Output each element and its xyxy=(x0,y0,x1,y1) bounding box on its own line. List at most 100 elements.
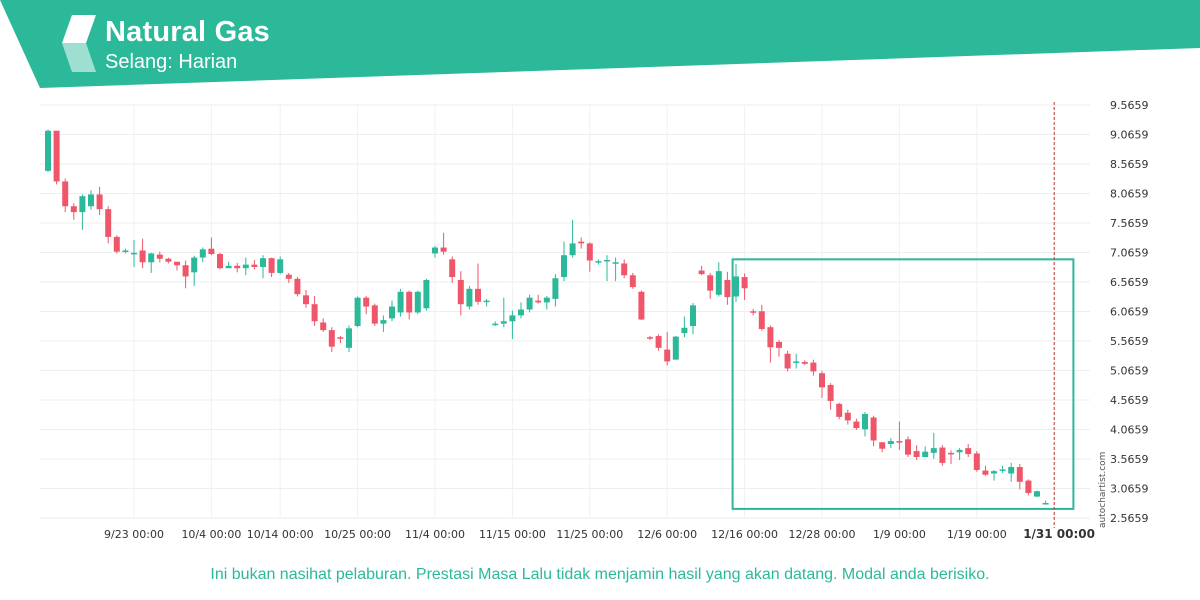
chart-grid xyxy=(40,104,1090,519)
candle-up xyxy=(612,257,619,282)
candle-body xyxy=(414,291,421,313)
y-tick-label: 9.0659 xyxy=(1110,129,1149,142)
candle-body xyxy=(578,241,585,244)
candle-body xyxy=(724,279,731,298)
candle-body xyxy=(569,243,576,256)
candle-down xyxy=(698,265,705,276)
candle-body xyxy=(148,253,155,263)
candle-body xyxy=(879,442,886,449)
candle-up xyxy=(862,412,868,437)
candle-body xyxy=(449,259,456,278)
candle-body xyxy=(483,300,490,303)
candle-body xyxy=(1034,491,1040,497)
candle-down xyxy=(750,308,757,316)
candle-body xyxy=(612,262,619,264)
candle-body xyxy=(887,441,894,445)
candle-body xyxy=(45,130,51,171)
candle-down xyxy=(758,304,765,331)
candle-down xyxy=(741,273,748,301)
candle-down xyxy=(165,257,172,264)
candle-up xyxy=(242,257,249,276)
candle-body xyxy=(217,254,223,269)
candle-body xyxy=(930,448,937,453)
candle-up xyxy=(552,274,559,307)
candle-body xyxy=(913,451,920,457)
candle-up xyxy=(543,295,550,310)
candle-body xyxy=(655,336,662,348)
candle-up xyxy=(509,310,516,339)
candle-down xyxy=(905,436,911,457)
y-tick-label: 3.0659 xyxy=(1110,483,1149,496)
candle-down xyxy=(475,263,481,305)
candle-body xyxy=(518,309,524,316)
candle-up xyxy=(148,252,155,273)
candle-up xyxy=(681,316,688,338)
candle-body xyxy=(862,413,868,430)
candle-body xyxy=(475,288,481,302)
candle-down xyxy=(629,272,636,289)
candle-up xyxy=(277,256,284,275)
candle-down xyxy=(234,262,241,273)
candle-body xyxy=(595,261,602,263)
candle-down xyxy=(1016,464,1023,490)
candle-body xyxy=(758,311,765,329)
y-tick-label: 6.0659 xyxy=(1110,306,1149,319)
y-tick-label: 8.0659 xyxy=(1110,188,1149,201)
candle-body xyxy=(922,451,929,457)
candle-down xyxy=(62,178,69,213)
candle-up xyxy=(518,302,524,319)
candle-down xyxy=(156,251,163,263)
candle-body xyxy=(604,259,610,262)
highlight-rectangle xyxy=(731,258,1075,510)
candle-up xyxy=(389,300,395,322)
candle-body xyxy=(346,328,352,348)
y-tick-label: 4.0659 xyxy=(1110,424,1149,437)
candle-up xyxy=(122,248,129,254)
candle-body xyxy=(767,327,774,348)
candle-down xyxy=(810,359,817,376)
x-tick-label: 12/16 00:00 xyxy=(711,528,778,541)
candle-body xyxy=(174,261,180,266)
candle-up xyxy=(483,298,490,307)
candle-up xyxy=(922,446,929,457)
candle-up xyxy=(414,290,421,315)
candle-up xyxy=(260,255,266,279)
candle-down xyxy=(621,259,628,279)
candle-down xyxy=(217,252,223,270)
y-tick-label: 9.5659 xyxy=(1110,99,1149,112)
candle-body xyxy=(561,255,567,278)
candle-body xyxy=(277,259,284,273)
candle-down xyxy=(53,130,60,185)
candle-body xyxy=(88,194,94,207)
candle-up xyxy=(1008,462,1015,482)
candle-body xyxy=(303,295,309,305)
autochartist-logo-icon xyxy=(62,15,96,72)
candle-down xyxy=(294,277,301,297)
y-tick-label: 4.5659 xyxy=(1110,394,1149,407)
candle-body xyxy=(586,243,593,261)
candle-body xyxy=(543,297,550,303)
candle-down xyxy=(371,303,378,327)
candle-body xyxy=(681,327,688,334)
candle-body xyxy=(973,453,980,470)
candle-body xyxy=(225,265,232,269)
candle-body xyxy=(664,349,671,362)
candle-up xyxy=(492,321,499,327)
candle-up xyxy=(397,288,404,317)
candle-body xyxy=(552,278,559,299)
candle-body xyxy=(70,206,77,213)
candle-up xyxy=(672,336,679,360)
candle-down xyxy=(113,235,120,254)
candle-down xyxy=(320,318,327,332)
candle-down xyxy=(285,272,292,283)
candle-body xyxy=(242,264,249,269)
x-axis: 9/23 00:00 10/4 00:00 10/14 00:00 10/25 00:… xyxy=(104,527,1095,541)
candle-body xyxy=(621,263,628,276)
candle-down xyxy=(776,340,782,357)
candle-body xyxy=(105,209,112,237)
candle-body xyxy=(320,322,327,331)
candle-up xyxy=(1042,500,1049,505)
x-tick-label: 9/23 00:00 xyxy=(104,528,164,541)
candle-up xyxy=(999,465,1006,473)
x-tick-label: 11/15 00:00 xyxy=(479,528,546,541)
